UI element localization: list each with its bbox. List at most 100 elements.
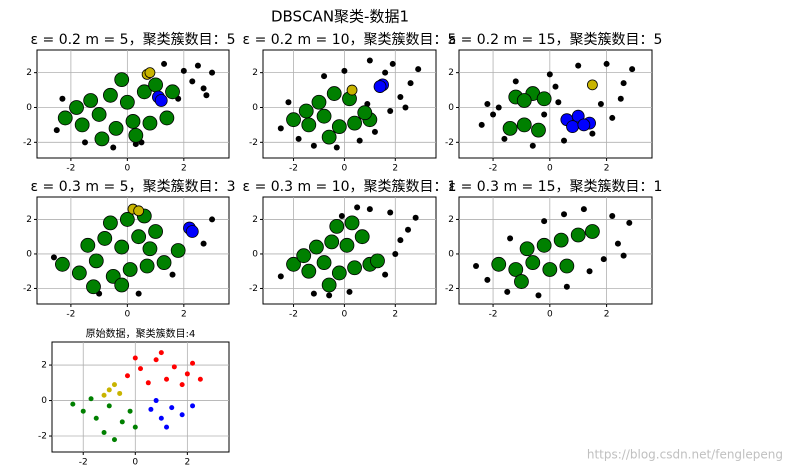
scatter-point: [502, 120, 518, 136]
scatter-point: [110, 144, 117, 151]
scatter-point: [114, 277, 130, 293]
scatter-point: [321, 129, 337, 145]
scatter-point: [170, 243, 186, 258]
scatter-point: [114, 72, 130, 88]
scatter-point: [86, 279, 101, 295]
scatter-point: [138, 366, 143, 372]
scatter-point: [158, 350, 164, 356]
scatter-point: [180, 67, 187, 74]
plot-area: [51, 341, 230, 453]
scatter-point: [626, 219, 633, 226]
scatter-point: [535, 292, 542, 299]
scatter-point: [148, 224, 163, 239]
scatter-point: [542, 262, 558, 277]
scatter-point: [94, 131, 110, 147]
x-tick-label: 0: [132, 458, 138, 468]
scatter-point: [156, 255, 172, 270]
scatter-point: [371, 128, 378, 135]
scatter-point: [402, 104, 409, 111]
y-tick-label: -2: [23, 284, 32, 294]
x-tick-label: 0: [124, 164, 130, 174]
scatter-point: [561, 211, 568, 218]
scatter-point: [200, 240, 207, 247]
scatter-point: [346, 84, 358, 96]
scatter-point: [629, 66, 636, 73]
y-tick-label: 2: [252, 68, 258, 78]
scatter-point: [119, 212, 135, 227]
scatter-point: [473, 263, 480, 270]
scatter-point: [71, 265, 87, 281]
scatter-point: [148, 77, 163, 93]
scatter-point: [285, 99, 292, 106]
x-tick-label: -2: [489, 310, 498, 320]
scatter-point: [59, 95, 66, 102]
scatter-point: [57, 110, 73, 126]
x-tick-label: 2: [181, 164, 187, 174]
scatter-point: [508, 262, 524, 277]
figure-title: DBSCAN聚类-数据1: [271, 8, 409, 26]
scatter-point: [82, 139, 88, 146]
scatter-point: [80, 408, 86, 414]
scatter-point: [366, 57, 373, 64]
subplot: ε = 0.3 m = 10，聚类簇数目：1 -2 0 2 -2 0 2: [243, 179, 457, 320]
x-tick-label: 2: [604, 310, 610, 320]
scatter-point: [507, 235, 514, 242]
scatter-point: [366, 206, 373, 213]
x-tick-label: -2: [289, 310, 298, 320]
scatter-point: [603, 60, 610, 67]
scatter-point: [190, 403, 196, 409]
scatter-point: [566, 120, 579, 134]
y-tick-label: -2: [38, 432, 47, 442]
subplot: ε = 0.2 m = 15，聚类簇数目：5 -2 0 2 -2 0 2: [445, 32, 662, 174]
scatter-point: [286, 112, 301, 128]
scatter-point: [405, 226, 412, 233]
scatter-point: [512, 78, 519, 85]
scatter-point: [397, 94, 404, 101]
scatter-point: [132, 424, 138, 430]
subplot: ε = 0.3 m = 5，聚类簇数目：3 -2 0 2 -2 0 2: [23, 179, 235, 320]
scatter-point: [357, 105, 373, 121]
scatter-point: [341, 67, 348, 74]
scatter-point: [600, 256, 607, 263]
scatter-point: [144, 67, 156, 79]
y-tick-label: 2: [448, 215, 454, 225]
scatter-point: [153, 398, 159, 404]
scatter-point: [310, 142, 317, 149]
scatter-point: [298, 103, 314, 119]
scatter-point: [171, 364, 177, 370]
scatter-point: [338, 212, 345, 219]
scatter-point: [484, 101, 491, 107]
y-tick-label: -2: [249, 138, 258, 148]
scatter-point: [484, 276, 491, 283]
x-tick-label: -2: [489, 164, 498, 174]
scatter-point: [135, 290, 142, 297]
scatter-point: [577, 118, 591, 132]
scatter-point: [347, 260, 362, 276]
scatter-point: [519, 241, 535, 257]
x-tick-label: 0: [342, 164, 348, 174]
y-tick-label: 0: [448, 249, 454, 259]
scatter-point: [546, 71, 553, 78]
scatter-point: [301, 117, 317, 133]
subplot: 原始数据，聚类簇数目:4 -2 0 2 -2 0 2: [38, 327, 230, 468]
x-tick-label: 0: [547, 164, 553, 174]
scatter-point: [277, 273, 284, 280]
y-tick-label: 0: [252, 249, 258, 259]
scatter-point: [575, 62, 582, 69]
scatter-point: [415, 66, 422, 73]
x-tick-label: 2: [392, 164, 398, 174]
scatter-point: [347, 115, 362, 131]
scatter-point: [392, 250, 399, 257]
scatter-point: [354, 229, 370, 245]
scatter-point: [189, 78, 196, 85]
scatter-point: [165, 84, 180, 100]
scatter-point: [346, 288, 353, 295]
scatter-point: [106, 403, 112, 409]
y-tick-label: 2: [448, 68, 454, 78]
scatter-point: [501, 135, 508, 142]
scatter-point: [552, 83, 559, 90]
scatter-point: [139, 258, 155, 274]
x-tick-label: -2: [289, 164, 298, 174]
scatter-point: [74, 117, 90, 133]
scatter-point: [514, 274, 529, 289]
